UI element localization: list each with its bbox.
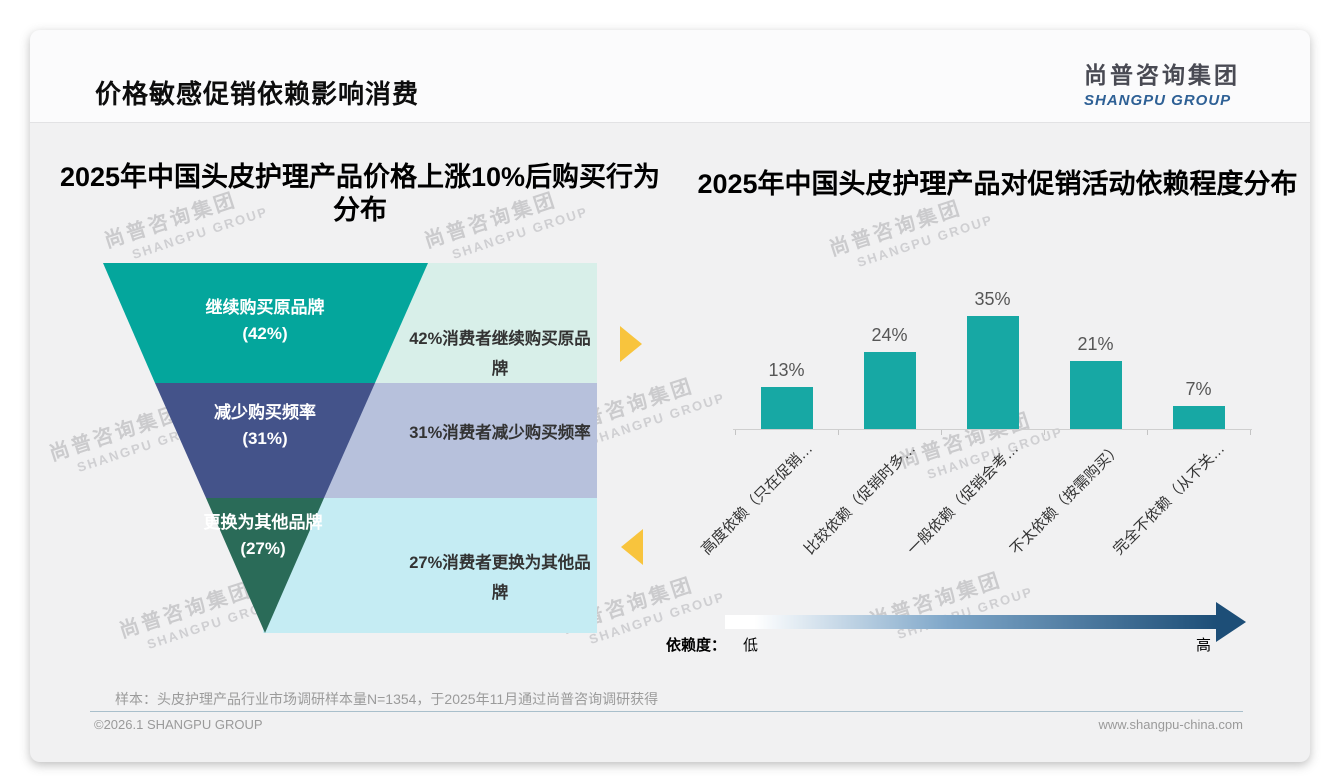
bar-2 [863, 352, 916, 429]
axis-tick [1044, 430, 1045, 435]
sample-footnote: 样本：头皮护理产品行业市场调研样本量N=1354，于2025年11月通过尚普咨询… [115, 691, 659, 707]
bar-5 [1172, 406, 1225, 429]
x-axis-label: 高度依赖（只在促销… [698, 440, 817, 559]
funnel-tier-3-label: 更换为其他品牌 (27%) [138, 510, 388, 562]
x-axis-label: 完全不依赖（从不关… [1110, 440, 1229, 559]
page-title: 价格敏感促销依赖影响消费 [95, 79, 420, 109]
dependence-arrow-head-icon [1216, 602, 1246, 642]
bar-value-label: 24% [871, 325, 908, 345]
tier-3-name: 更换为其他品牌 [203, 513, 323, 532]
dependence-legend-caption: 依赖度： [666, 637, 727, 654]
dependence-legend-high: 高 [1196, 637, 1212, 654]
axis-tick [941, 430, 942, 435]
bar-value-label: 7% [1185, 379, 1212, 399]
funnel-note-box-3 [263, 498, 597, 633]
funnel-note-3: 27%消费者更换为其他品牌 [409, 554, 591, 602]
website-url: www.shangpu-china.com [1098, 717, 1243, 732]
header: 价格敏感促销依赖影响消费 尚普咨询集团 SHANGPU GROUP [30, 30, 1310, 123]
tier-1-value: (42%) [242, 324, 288, 343]
logo-en-text: SHANGPU GROUP [1084, 92, 1232, 109]
bar-3 [966, 316, 1019, 429]
funnel-note-2: 31%消费者减少购买频率 [409, 424, 591, 442]
x-axis-labels: 高度依赖（只在促销… 比较依赖（促销时多… 一般依赖（促销会考… 不太依赖（按需购买）… [699, 438, 1250, 573]
watermark-en: SHANGPU GROUP [855, 211, 996, 270]
funnel-note-1: 42%消费者继续购买原品牌 [409, 330, 591, 378]
logo-cn-text: 尚普咨询集团 [1084, 62, 1240, 88]
bar-value-label: 35% [974, 289, 1011, 309]
bar-chart-title: 2025年中国头皮护理产品对促销活动依赖程度分布 [697, 169, 1298, 199]
funnel-chart [103, 263, 597, 633]
funnel-note-box-2 [322, 383, 597, 498]
tier-2-value: (31%) [242, 429, 288, 448]
x-axis-label: 一般依赖（促销会考… [904, 440, 1023, 559]
tier-2-name: 减少购买频率 [214, 403, 316, 422]
funnel-tier-1 [103, 263, 428, 383]
flow-arrow-left-icon [621, 529, 643, 565]
bar-plot: 13% 24% 35% 21% 7% [733, 280, 1252, 435]
x-axis-label: 不太依赖（按需购买） [1007, 440, 1126, 559]
dependence-legend-low: 低 [743, 637, 759, 654]
funnel-tier-2 [155, 383, 375, 498]
funnel-tier-1-label: 继续购买原品牌 (42%) [140, 295, 390, 347]
dependence-gradient-arrow [725, 615, 1217, 629]
flow-arrow-right-icon [620, 326, 642, 362]
tier-1-name: 继续购买原品牌 [205, 298, 325, 317]
funnel-tier-3 [206, 498, 324, 633]
axis-tick [735, 430, 736, 435]
bar-4 [1069, 361, 1122, 429]
slide-card: 价格敏感促销依赖影响消费 尚普咨询集团 SHANGPU GROUP 尚普咨询集团… [30, 30, 1310, 762]
x-axis-label: 比较依赖（促销时多… [801, 440, 920, 559]
tier-3-value: (27%) [240, 539, 286, 558]
copyright-text: ©2026.1 SHANGPU GROUP [94, 717, 263, 732]
x-axis-line [733, 429, 1252, 430]
footer-divider [90, 711, 1243, 712]
funnel-tier-2-label: 减少购买频率 (31%) [140, 400, 390, 452]
axis-tick [838, 430, 839, 435]
bar-1 [760, 387, 813, 429]
bar-value-label: 13% [768, 360, 805, 380]
funnel-chart-title: 2025年中国头皮护理产品价格上涨10%后购买行为分布 [59, 162, 661, 225]
company-logo: 尚普咨询集团 SHANGPU GROUP [1084, 56, 1240, 109]
bar-value-label: 21% [1077, 334, 1114, 354]
axis-tick [1250, 430, 1251, 435]
axis-tick [1147, 430, 1148, 435]
